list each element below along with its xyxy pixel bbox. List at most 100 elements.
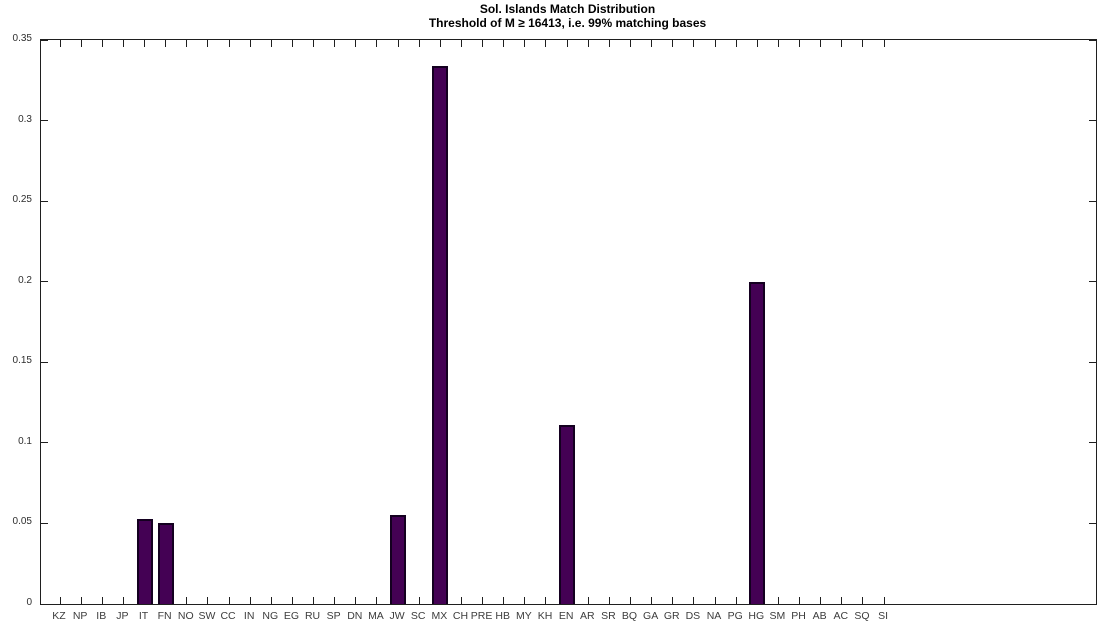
x-axis-tick-bottom bbox=[883, 597, 885, 604]
x-axis-tick-label: MA bbox=[368, 610, 384, 622]
x-axis-tick-bottom bbox=[313, 597, 315, 604]
bar-jw bbox=[390, 515, 407, 604]
x-axis-tick-top bbox=[439, 40, 441, 47]
y-axis-tick-left bbox=[41, 120, 48, 122]
x-axis-tick-bottom bbox=[587, 597, 589, 604]
y-axis-tick-label: 0 bbox=[26, 597, 32, 608]
bar-hg bbox=[749, 281, 766, 604]
x-axis-tick-top bbox=[165, 40, 167, 47]
x-axis-tick-top bbox=[186, 40, 188, 47]
x-axis-tick-bottom bbox=[334, 597, 336, 604]
x-axis-tick-top bbox=[777, 40, 779, 47]
x-axis-tick-bottom bbox=[503, 597, 505, 604]
x-axis-tick-label: SW bbox=[198, 610, 216, 622]
x-axis-tick-top bbox=[207, 40, 209, 47]
x-axis-tick-top bbox=[334, 40, 336, 47]
x-axis-tick-label: SM bbox=[769, 610, 786, 622]
x-axis-tick-top bbox=[313, 40, 315, 47]
x-axis-tick-label: JP bbox=[116, 610, 129, 622]
y-axis-tick-right bbox=[1089, 361, 1096, 363]
x-axis-tick-label: SR bbox=[601, 610, 616, 622]
x-axis-tick-label: GR bbox=[663, 610, 680, 622]
x-axis-tick-label: DN bbox=[347, 610, 363, 622]
x-axis-tick-label: BQ bbox=[621, 610, 638, 622]
x-axis-tick-top bbox=[756, 40, 758, 47]
x-axis-tick-top bbox=[122, 40, 124, 47]
chart-header: Sol. Islands Match Distribution Threshol… bbox=[40, 2, 1095, 30]
x-axis-tick-label: MY bbox=[515, 610, 532, 622]
x-axis-tick-label: RU bbox=[304, 610, 321, 622]
x-axis-tick-bottom bbox=[524, 597, 526, 604]
x-axis-tick-bottom bbox=[101, 597, 103, 604]
x-axis-tick-top bbox=[460, 40, 462, 47]
x-axis-tick-label: FN bbox=[157, 610, 172, 622]
y-axis-tick-right bbox=[1089, 200, 1096, 202]
y-axis-tick-right bbox=[1089, 522, 1096, 524]
bar-it bbox=[136, 518, 153, 604]
x-axis-tick-label: NG bbox=[262, 610, 279, 622]
x-axis-tick-bottom bbox=[820, 597, 822, 604]
x-axis-tick-label: SP bbox=[326, 610, 341, 622]
x-axis-tick-top bbox=[355, 40, 357, 47]
x-axis-tick-top bbox=[101, 40, 103, 47]
x-axis-tick-top bbox=[418, 40, 420, 47]
x-axis-tick-bottom bbox=[777, 597, 779, 604]
x-axis-tick-label: DS bbox=[685, 610, 701, 622]
x-axis-tick-top bbox=[608, 40, 610, 47]
x-axis-tick-top bbox=[799, 40, 801, 47]
x-axis-tick-bottom bbox=[630, 597, 631, 604]
x-axis-tick-top bbox=[270, 40, 272, 47]
x-axis-tick-top bbox=[630, 40, 631, 47]
x-axis-tick-top bbox=[566, 40, 568, 47]
x-axis-tick-top bbox=[714, 40, 716, 47]
x-axis-tick-bottom bbox=[228, 597, 230, 604]
x-axis-tick-label: NA bbox=[706, 610, 722, 622]
x-axis-tick-label: SC bbox=[410, 610, 426, 622]
x-axis-tick-bottom bbox=[735, 597, 737, 604]
x-axis-tick-bottom bbox=[249, 597, 251, 604]
y-axis-tick-right bbox=[1089, 120, 1096, 122]
x-axis-tick-bottom bbox=[841, 597, 843, 604]
x-axis-tick-bottom bbox=[355, 597, 357, 604]
y-axis-tick-right bbox=[1089, 281, 1096, 283]
x-axis-tick-bottom bbox=[59, 597, 61, 604]
y-axis-tick-left bbox=[41, 522, 48, 524]
x-axis-tick-top bbox=[693, 40, 695, 47]
x-axis-tick-bottom bbox=[799, 597, 801, 604]
x-axis-tick-bottom bbox=[693, 597, 695, 604]
y-axis-tick-left bbox=[41, 603, 48, 605]
x-axis-tick-top bbox=[820, 40, 822, 47]
x-axis-tick-label: HB bbox=[495, 610, 511, 622]
x-axis-tick-top bbox=[862, 40, 864, 47]
y-axis-tick-right bbox=[1089, 603, 1096, 605]
x-axis-tick-top bbox=[672, 40, 674, 47]
x-axis-tick-bottom bbox=[122, 597, 124, 604]
x-axis-tick-bottom bbox=[651, 597, 653, 604]
y-axis-tick-right bbox=[1089, 39, 1096, 41]
bar-en bbox=[559, 425, 576, 604]
y-axis-tick-left bbox=[41, 442, 48, 444]
y-axis-tick-label: 0.3 bbox=[18, 113, 32, 125]
x-axis-tick-top bbox=[587, 40, 589, 47]
x-axis-tick-bottom bbox=[608, 597, 610, 604]
x-axis-tick-label: CC bbox=[220, 610, 236, 622]
x-axis-tick-bottom bbox=[418, 597, 420, 604]
x-axis-tick-top bbox=[841, 40, 843, 47]
x-axis-tick-label: PRE bbox=[470, 610, 493, 622]
x-axis-tick-label: GA bbox=[643, 610, 659, 622]
y-axis-tick-label: 0.2 bbox=[18, 274, 32, 286]
x-axis-tick-bottom bbox=[545, 597, 547, 604]
x-axis-tick-top bbox=[144, 40, 146, 47]
x-axis-tick-bottom bbox=[460, 597, 462, 604]
x-axis-tick-top bbox=[397, 40, 399, 47]
y-axis-tick-label: 0.15 bbox=[12, 355, 32, 367]
x-axis-tick-bottom bbox=[207, 597, 209, 604]
x-axis-tick-bottom bbox=[291, 597, 293, 604]
x-axis-tick-label: IN bbox=[243, 610, 255, 622]
y-axis-tick-left bbox=[41, 200, 48, 202]
x-axis-tick-top bbox=[59, 40, 61, 47]
y-axis-tick-left bbox=[41, 39, 48, 41]
x-axis-tick-top bbox=[651, 40, 653, 47]
x-axis-tick-top bbox=[545, 40, 547, 47]
